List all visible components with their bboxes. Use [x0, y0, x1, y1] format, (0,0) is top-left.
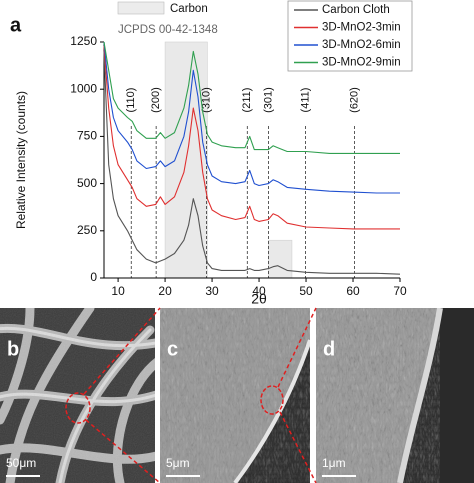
scale-bar-label: 1μm	[322, 456, 346, 470]
peak-label: (310)	[200, 87, 212, 113]
x-axis-title: 2θ	[251, 291, 267, 307]
shade-legend-patch	[117, 1, 165, 15]
reference-label: JCPDS 00-42-1348	[118, 24, 218, 36]
x-tick-label: 60	[346, 284, 360, 298]
scale-bar-label: 5μm	[166, 456, 190, 470]
peak-label: (620)	[348, 87, 360, 113]
legend-label: 3D-MnO2-3min	[322, 22, 401, 34]
series-line	[103, 45, 400, 230]
zoom-markers	[65, 307, 317, 483]
x-tick-label: 30	[205, 284, 219, 298]
x-tick-label: 20	[158, 284, 172, 298]
x-tick-label: 50	[299, 284, 313, 298]
series-line	[103, 41, 400, 194]
series-line	[103, 41, 400, 154]
sem-image-b	[0, 308, 155, 483]
peak-label: (200)	[150, 87, 162, 113]
panel-label: a	[10, 14, 22, 36]
y-tick-label: 0	[90, 270, 97, 284]
scale-bar-label: 50μm	[6, 456, 36, 470]
shaded-range	[268, 239, 293, 279]
shade-legend-label: Carbon	[170, 3, 208, 15]
x-tick-label: 40	[252, 284, 266, 298]
legend-label: Carbon Cloth	[322, 4, 390, 16]
peak-label: (301)	[262, 87, 274, 113]
series-line	[103, 51, 401, 275]
legend-box	[287, 0, 413, 72]
sem-image-d	[316, 308, 474, 483]
y-tick-label: 500	[77, 176, 97, 190]
x-tick-label: 10	[111, 284, 125, 298]
sem-image-c	[160, 308, 310, 483]
image-label: c	[167, 338, 178, 360]
y-axis-title: Relative Intensity (counts)	[14, 91, 28, 229]
legend-label: 3D-MnO2-6min	[322, 39, 401, 51]
y-tick-label: 1000	[70, 81, 97, 95]
peak-label: (211)	[241, 88, 253, 113]
legend-label: 3D-MnO2-9min	[322, 57, 401, 69]
x-tick-label: 70	[393, 284, 407, 298]
image-label: b	[7, 338, 19, 360]
peak-label: (110)	[125, 88, 137, 113]
y-tick-label: 750	[77, 129, 97, 143]
image-label: d	[323, 338, 335, 360]
peak-label: (411)	[299, 88, 311, 113]
y-tick-label: 1250	[70, 34, 97, 48]
y-tick-label: 250	[77, 223, 97, 237]
